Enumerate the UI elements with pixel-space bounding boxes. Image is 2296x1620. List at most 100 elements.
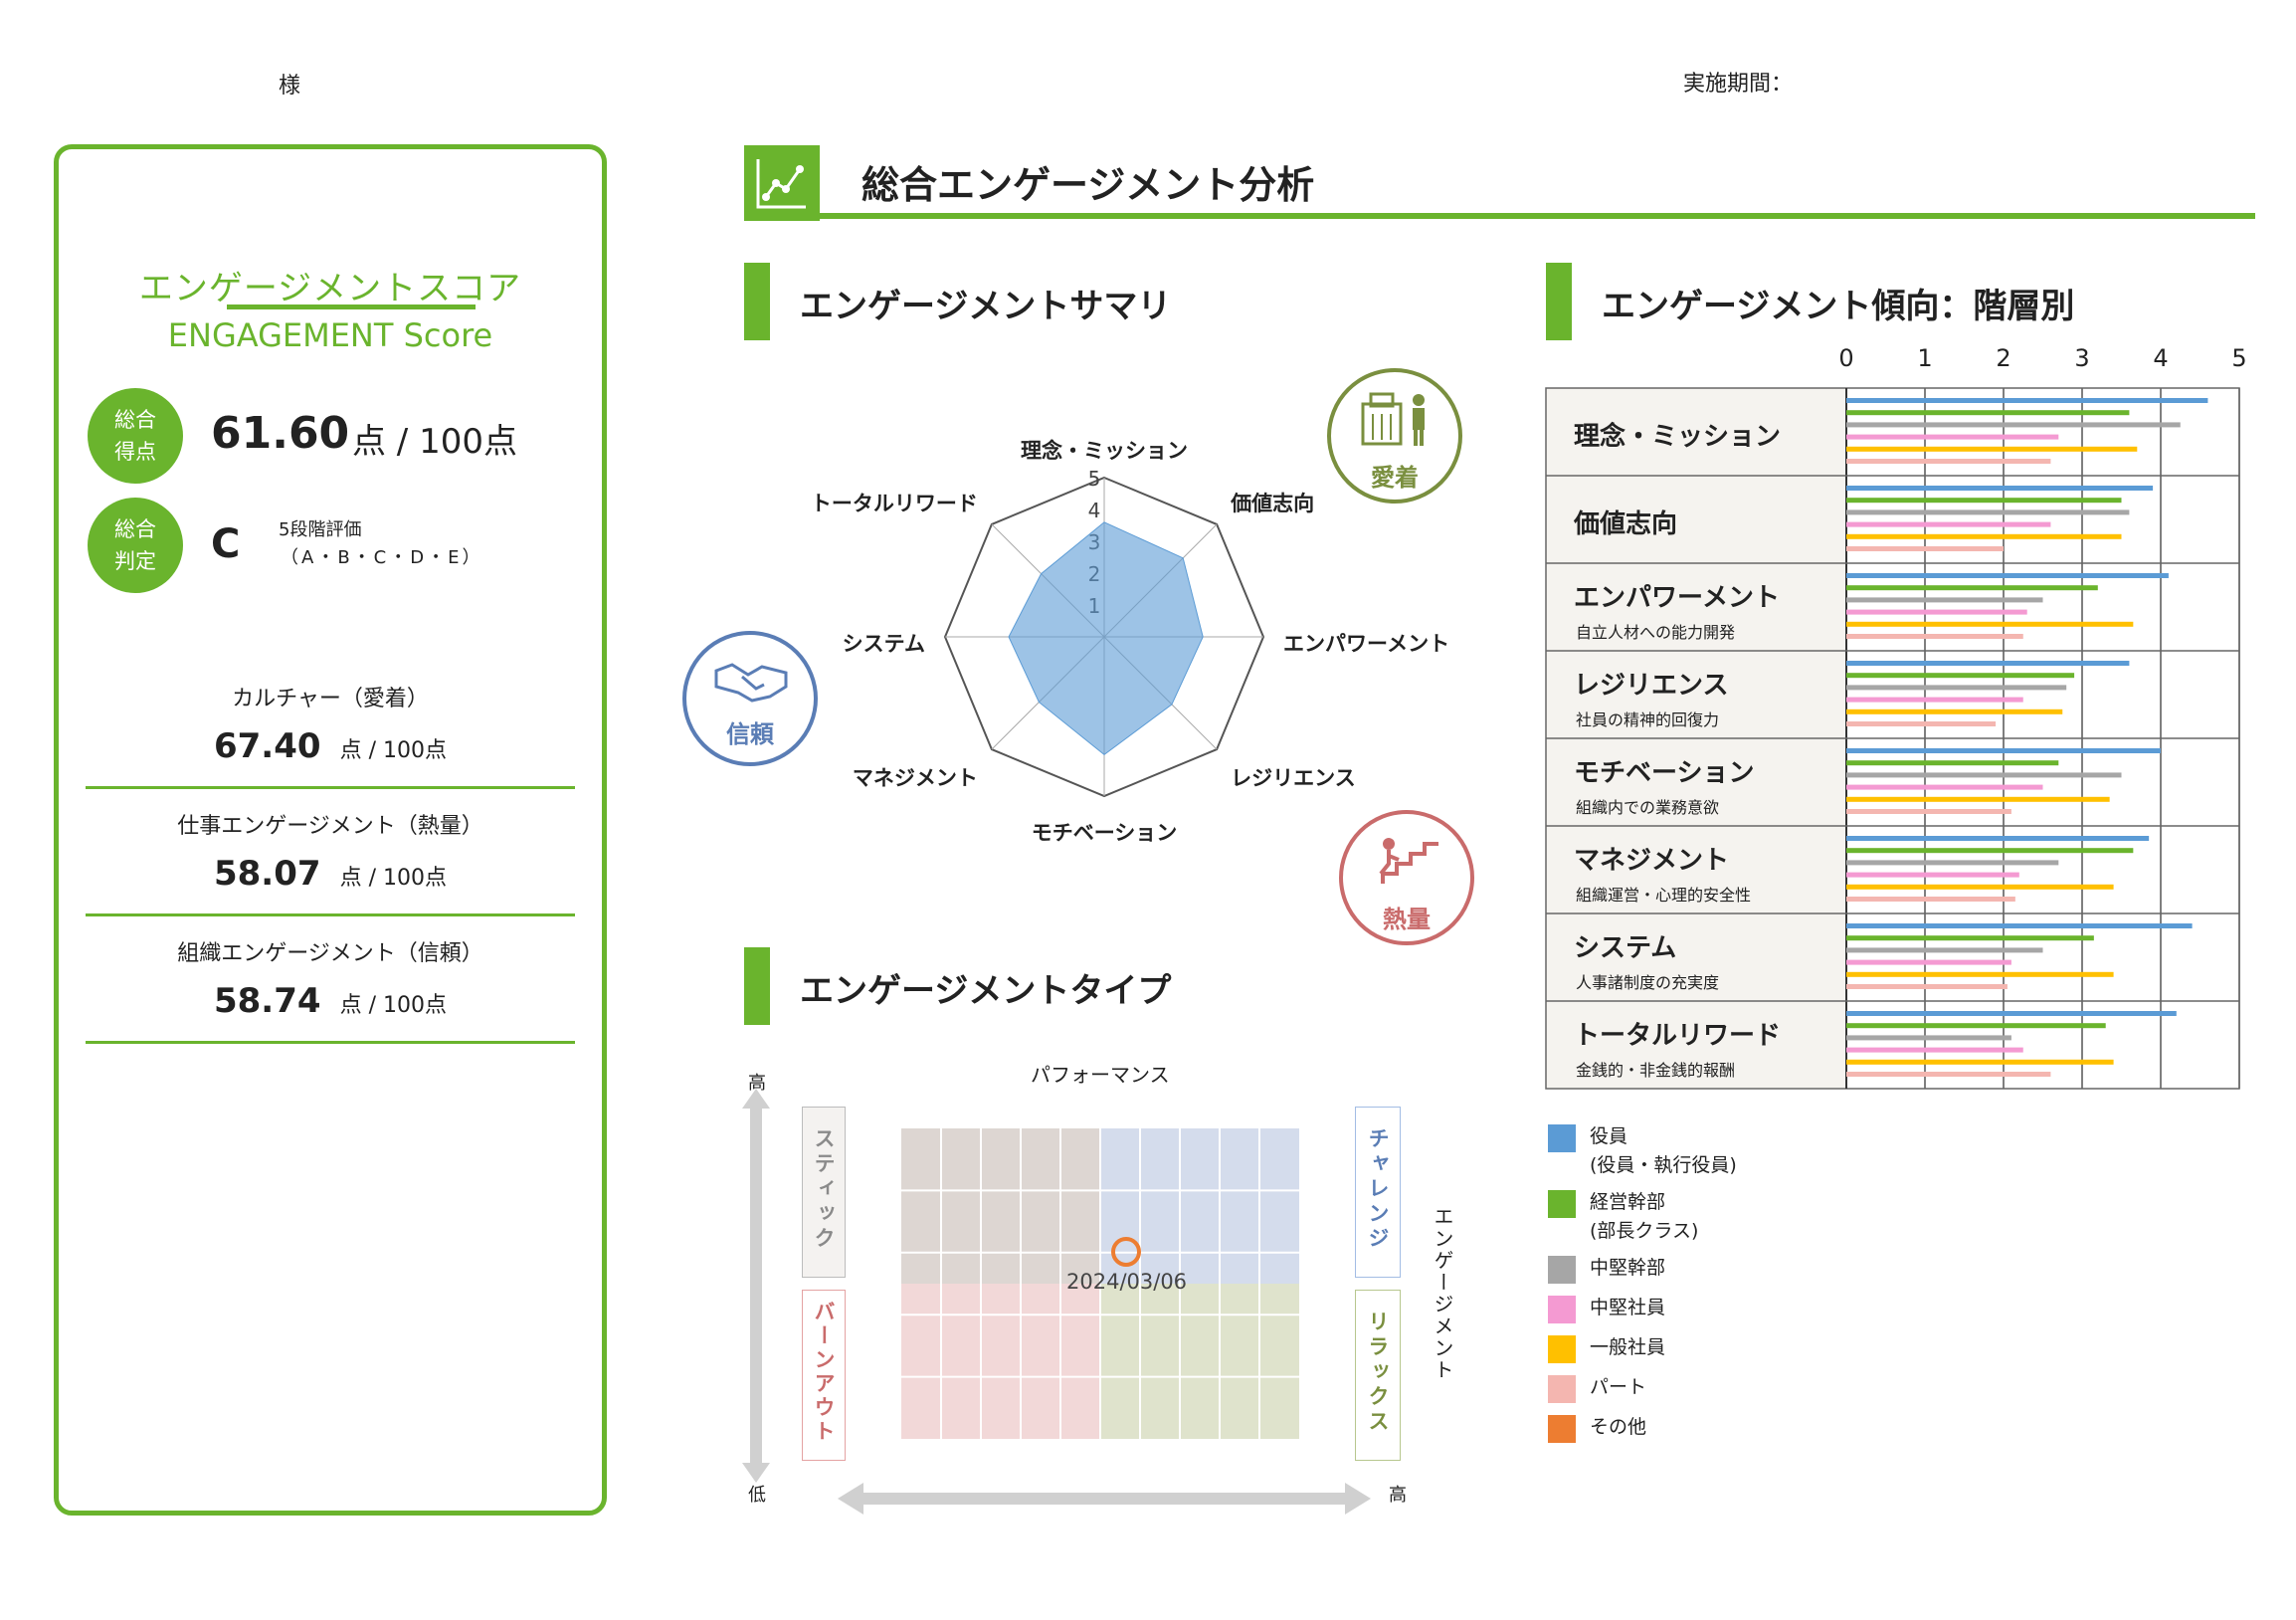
hbar-row-sublabel: 組織内での業務意欲 <box>1576 798 1720 817</box>
engagement-type-grid <box>901 1128 1299 1439</box>
trust-label: 信頼 <box>726 720 774 748</box>
score-panel-title: エンゲージメントスコア <box>138 269 522 308</box>
hbar-bar <box>1846 1072 2051 1077</box>
category-unit-culture: 点 / 100点 <box>339 738 448 763</box>
legend-label: 中堅社員 <box>1590 1297 1666 1318</box>
hbar-row-grid <box>1545 387 2240 1090</box>
quadrant-label-burnout: バーンアウト <box>812 1301 836 1444</box>
category-value-culture: 67.40 <box>213 726 321 766</box>
hbar-bar <box>1846 721 1997 726</box>
hbar-bar <box>1846 1023 2106 1029</box>
radar-axis-label: モチベーション <box>1031 821 1178 845</box>
hbar-bar <box>1846 609 2027 615</box>
hbar-row-sublabel: 金銭的・非金銭的報酬 <box>1576 1061 1736 1080</box>
axis-high-top: 高 <box>748 1073 766 1094</box>
hbar-tick-label: 3 <box>2074 344 2089 372</box>
grade-scale-letters: （A・B・C・D・E） <box>281 547 483 568</box>
main-title-underline <box>744 213 2255 219</box>
hbar-bar <box>1846 521 2051 527</box>
hbar-bar <box>1846 546 2004 551</box>
hbar-bar <box>1846 984 2008 989</box>
category-score-org: 58.74 点 / 100点 <box>84 981 577 1021</box>
quadrant-label-challenge: チャレンジ <box>1366 1127 1390 1252</box>
hbar-bar <box>1846 486 2154 491</box>
category-label-org: 組織エンゲージメント（信頼） <box>177 941 483 966</box>
legend-swatch <box>1548 1124 1576 1152</box>
engagement-axis-label: エンゲージメント <box>1431 1206 1454 1381</box>
hbar-row-sublabel: 自立人材への能力開発 <box>1576 623 1736 642</box>
quadrant-label-relax-box: リラックス <box>1355 1290 1401 1461</box>
hbar-bar <box>1846 971 2114 977</box>
hbar-bar <box>1846 1011 2177 1016</box>
hbar-bar <box>1846 434 2059 440</box>
hbar-row-label: レジリエンス <box>1574 671 1729 701</box>
quadrant-label-relax: リラックス <box>1366 1311 1390 1435</box>
quadrant-label-stick-box: スティック <box>802 1107 846 1278</box>
category-unit-work: 点 / 100点 <box>339 866 448 891</box>
hbar-bar <box>1846 897 2015 902</box>
radar-axis-label: システム <box>842 632 925 656</box>
radar-axis-label: 価値志向 <box>1231 491 1315 515</box>
axis-high-right: 高 <box>1389 1485 1407 1506</box>
legend-label: 経営幹部 <box>1590 1191 1666 1213</box>
category-divider <box>86 913 575 916</box>
legend-swatch <box>1548 1296 1576 1323</box>
hbar-row-sublabel: 人事諸制度の充実度 <box>1576 973 1720 992</box>
hbar-row-label: トータルリワード <box>1574 1021 1782 1051</box>
score-panel <box>54 144 607 1516</box>
legend-label: 中堅幹部 <box>1590 1257 1666 1279</box>
score-panel-subtitle: ENGAGEMENT Score <box>167 316 493 354</box>
category-unit-org: 点 / 100点 <box>339 993 448 1018</box>
hbar-row-sublabel: 社員の精神的回復力 <box>1576 710 1720 729</box>
type-marker <box>1111 1237 1141 1267</box>
hbar-bar <box>1846 685 2067 691</box>
hbar-bar <box>1846 860 2059 866</box>
section-marker <box>1546 263 1572 340</box>
legend-sublabel: (役員・執行役員) <box>1590 1154 1737 1176</box>
vertical-axis-arrow <box>742 1089 770 1483</box>
hbar-bar <box>1846 459 2051 464</box>
category-score-culture: 67.40 点 / 100点 <box>84 726 577 766</box>
hbar-bar <box>1846 935 2094 941</box>
hbar-row-sublabel: 組織運営・心理的安全性 <box>1576 886 1752 905</box>
legend-swatch <box>1548 1375 1576 1403</box>
total-score-badge: 総合 得点 <box>88 388 183 484</box>
hbar-bar <box>1846 709 2063 714</box>
total-score-value: 61.60 <box>211 408 350 459</box>
legend-label: 一般社員 <box>1590 1336 1666 1358</box>
category-label-work: 仕事エンゲージメント（熱量） <box>177 814 483 839</box>
score-title-underline <box>227 304 476 309</box>
stairs-runner-icon <box>1379 838 1438 884</box>
hbar-bar <box>1846 398 2208 403</box>
grade-value: C <box>211 521 241 567</box>
category-value-org: 58.74 <box>213 981 321 1021</box>
hbar-bar <box>1846 947 2043 953</box>
hbar-bar <box>1846 748 2161 753</box>
category-divider <box>86 786 575 789</box>
category-label-culture: カルチャー（愛着） <box>232 687 429 711</box>
hbar-bar <box>1846 498 2122 504</box>
trend-title: エンゲージメント傾向：階層別 <box>1602 287 2075 326</box>
hbar-bar <box>1846 410 2130 416</box>
building-person-icon <box>1361 392 1425 446</box>
horizontal-axis-arrow <box>838 1483 1371 1515</box>
grade-scale-note: 5段階評価 <box>279 519 362 540</box>
hbar-bar <box>1846 884 2114 890</box>
radar-axis-label: トータルリワード <box>810 491 978 515</box>
grade-badge: 総合 判定 <box>88 498 183 593</box>
attachment-label: 愛着 <box>1371 464 1419 492</box>
radar-tick-label: 5 <box>1088 467 1101 491</box>
hbar-bar <box>1846 796 2110 802</box>
legend-label: その他 <box>1590 1416 1647 1438</box>
hbar-bar <box>1846 872 2019 878</box>
section-marker <box>744 947 770 1025</box>
legend-swatch <box>1548 1190 1576 1218</box>
radar-series-area <box>1008 521 1204 756</box>
hbar-bar <box>1846 697 2023 703</box>
category-score-work: 58.07 点 / 100点 <box>84 854 577 894</box>
hbar-bar <box>1846 836 2150 841</box>
hbar-tick-label: 4 <box>2153 344 2168 372</box>
hbar-bar <box>1846 509 2130 515</box>
hbar-row-label: 理念・ミッション <box>1574 422 1782 452</box>
